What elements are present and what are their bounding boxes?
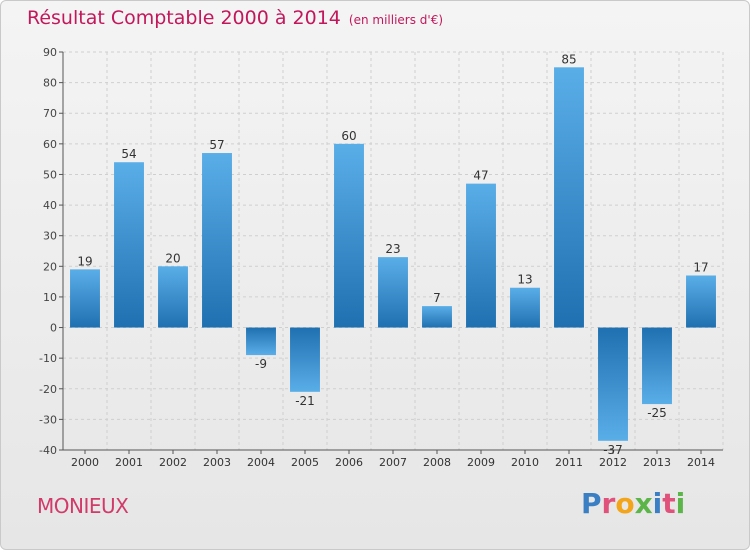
y-tick-label: 40 bbox=[43, 199, 57, 212]
y-tick-label: 30 bbox=[43, 230, 57, 243]
bar-value-label: 85 bbox=[561, 52, 576, 66]
y-tick-label: 50 bbox=[43, 168, 57, 181]
bar-value-label: 7 bbox=[433, 291, 441, 305]
logo-letter: o bbox=[615, 487, 635, 520]
bar-value-label: 60 bbox=[341, 129, 356, 143]
y-tick-label: 10 bbox=[43, 291, 57, 304]
x-tick-label: 2002 bbox=[159, 456, 187, 469]
town-name: MONIEUX bbox=[37, 494, 129, 518]
x-tick-label: 2003 bbox=[203, 456, 231, 469]
bar-value-label: 13 bbox=[517, 273, 532, 287]
logo-letter: r bbox=[601, 487, 616, 520]
x-tick-label: 2007 bbox=[379, 456, 407, 469]
bar-value-label: 19 bbox=[77, 254, 92, 268]
label-layer: 19 54 20 57 -9 -21 60 23 7 47 13 85 -37 -25 17 bbox=[77, 52, 708, 457]
logo-letter: x bbox=[634, 487, 653, 520]
proxiti-logo: Proxiti bbox=[581, 487, 685, 520]
bar bbox=[642, 327, 672, 405]
logo-letter: t bbox=[662, 487, 676, 520]
y-tick-label: -10 bbox=[39, 352, 57, 365]
x-tick-label: 2006 bbox=[335, 456, 363, 469]
x-tick-label: 2011 bbox=[555, 456, 583, 469]
x-tick-label: 2008 bbox=[423, 456, 451, 469]
y-tick-label: -30 bbox=[39, 413, 57, 426]
x-tick-label: 2012 bbox=[599, 456, 627, 469]
bar-value-label: 17 bbox=[693, 260, 708, 274]
bar bbox=[114, 162, 144, 328]
bar bbox=[202, 153, 232, 328]
bar-value-label: 54 bbox=[121, 147, 136, 161]
x-tick-label: 2004 bbox=[247, 456, 275, 469]
y-tick-label: 0 bbox=[50, 322, 57, 335]
y-tick-label: 70 bbox=[43, 107, 57, 120]
bar-value-label: 57 bbox=[209, 138, 224, 152]
bar bbox=[158, 266, 188, 328]
bar bbox=[378, 257, 408, 328]
x-tick-label: 2009 bbox=[467, 456, 495, 469]
x-tick-label: 2001 bbox=[115, 456, 143, 469]
bar bbox=[290, 327, 320, 392]
x-tick-label: 2005 bbox=[291, 456, 319, 469]
y-tick-label: 80 bbox=[43, 77, 57, 90]
chart-subtitle: (en milliers d'€) bbox=[348, 13, 444, 27]
bar bbox=[510, 287, 540, 328]
y-tick-label: 90 bbox=[43, 46, 57, 59]
bar bbox=[686, 275, 716, 328]
bar bbox=[466, 183, 496, 328]
logo-letter: i bbox=[675, 487, 686, 520]
logo-letter: i bbox=[652, 487, 663, 520]
bar-value-label: -25 bbox=[647, 406, 667, 420]
y-tick-label: 60 bbox=[43, 138, 57, 151]
bar bbox=[70, 269, 100, 328]
y-tick-label: -40 bbox=[39, 444, 57, 457]
chart-title: Résultat Comptable 2000 à 2014 (en millie… bbox=[27, 7, 443, 29]
bar-value-label: 47 bbox=[473, 169, 488, 183]
bar bbox=[246, 327, 276, 356]
bar bbox=[598, 327, 628, 441]
bar-value-label: 20 bbox=[165, 251, 180, 265]
y-tick-label: 20 bbox=[43, 260, 57, 273]
bar bbox=[334, 143, 364, 328]
y-tick-label: -20 bbox=[39, 383, 57, 396]
x-tick-label: 2000 bbox=[71, 456, 99, 469]
bar-value-label: -21 bbox=[295, 394, 315, 408]
bar-value-label: 23 bbox=[385, 242, 400, 256]
bar-value-label: -9 bbox=[255, 357, 267, 371]
x-tick-label: 2010 bbox=[511, 456, 539, 469]
x-tick-label: 2013 bbox=[643, 456, 671, 469]
bar-layer bbox=[70, 67, 716, 441]
bar bbox=[554, 67, 584, 328]
x-tick-label: 2014 bbox=[687, 456, 715, 469]
bar bbox=[422, 306, 452, 328]
axis-layer: -40 -30 -20 -10 0 10 20 30 40 50 60 70 80 90 2000 2001 2… bbox=[39, 46, 723, 469]
bar-value-label: -37 bbox=[603, 443, 623, 457]
chart-title-text: Résultat Comptable 2000 à 2014 bbox=[27, 7, 341, 29]
logo-letter: P bbox=[581, 487, 602, 520]
